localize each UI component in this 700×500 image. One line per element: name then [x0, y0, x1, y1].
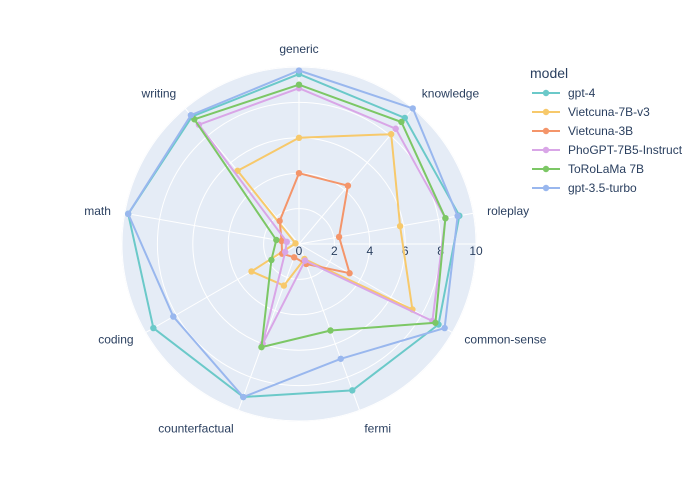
legend-swatch-marker	[542, 146, 550, 154]
data-point	[295, 134, 303, 141]
legend-label: gpt-4	[568, 86, 596, 100]
legend-swatch-marker	[542, 127, 550, 135]
data-point	[442, 214, 449, 222]
data-point	[432, 319, 439, 326]
radial-tick-label: 0	[296, 244, 303, 258]
data-point	[234, 167, 241, 174]
data-point	[349, 387, 356, 394]
data-point	[295, 81, 303, 88]
legend-label: Vietcuna-3B	[568, 124, 633, 138]
data-point	[268, 256, 275, 264]
data-point	[150, 324, 157, 332]
data-point	[124, 210, 132, 218]
data-point	[282, 248, 289, 256]
data-point	[327, 327, 334, 334]
data-point	[454, 212, 461, 220]
data-point	[248, 268, 255, 275]
angular-gridline	[298, 243, 361, 411]
category-label: knowledge	[422, 87, 480, 101]
data-point	[344, 182, 352, 189]
series-line	[236, 133, 414, 311]
radial-tick-label: 10	[469, 244, 483, 258]
legend-label: gpt-3.5-turbo	[568, 181, 637, 195]
data-point	[292, 240, 299, 247]
data-point	[398, 118, 405, 126]
legend-label: PhoGPT-7B5-Instruct	[568, 143, 683, 157]
data-point	[273, 236, 280, 244]
data-point	[295, 170, 303, 177]
legend-label: Vietcuna-7B-v3	[568, 105, 650, 119]
radial-tick-label: 6	[402, 244, 409, 258]
angular-gridline	[124, 212, 300, 245]
legend-swatch-marker	[542, 165, 550, 173]
data-point	[346, 270, 353, 277]
category-label: fermi	[364, 421, 391, 435]
data-point	[278, 237, 285, 245]
legend-swatch-marker	[542, 108, 550, 116]
data-point	[258, 343, 265, 351]
series-line	[127, 69, 459, 398]
radial-tick-label: 4	[366, 244, 373, 258]
category-label: coding	[98, 333, 133, 347]
series-line	[193, 83, 447, 349]
legend-label: ToRoLaMa 7B	[568, 162, 644, 176]
category-label: math	[84, 204, 111, 218]
data-point	[295, 67, 303, 74]
data-point	[392, 125, 399, 132]
data-point	[301, 257, 309, 264]
data-point	[187, 111, 195, 119]
legend-swatch-marker	[542, 89, 550, 97]
legend-title: model	[530, 65, 568, 81]
data-point	[276, 217, 283, 225]
data-point	[170, 313, 177, 320]
data-point	[337, 355, 344, 362]
data-point	[283, 238, 290, 246]
radial-tick-label: 2	[331, 244, 338, 258]
data-point	[441, 324, 448, 332]
category-label: counterfactual	[158, 421, 233, 435]
angular-gridline	[237, 243, 300, 411]
category-label: generic	[279, 42, 318, 56]
data-point	[335, 233, 343, 241]
series-line	[278, 172, 351, 275]
category-label: common-sense	[464, 333, 546, 347]
category-label: writing	[141, 87, 177, 101]
data-point	[290, 254, 298, 261]
data-point	[240, 393, 247, 401]
data-point	[409, 105, 416, 112]
data-point	[387, 130, 395, 138]
series-line	[197, 87, 447, 345]
legend-swatch-marker	[542, 184, 550, 192]
data-point	[280, 282, 288, 289]
data-point	[396, 222, 404, 230]
category-label: roleplay	[487, 204, 529, 218]
